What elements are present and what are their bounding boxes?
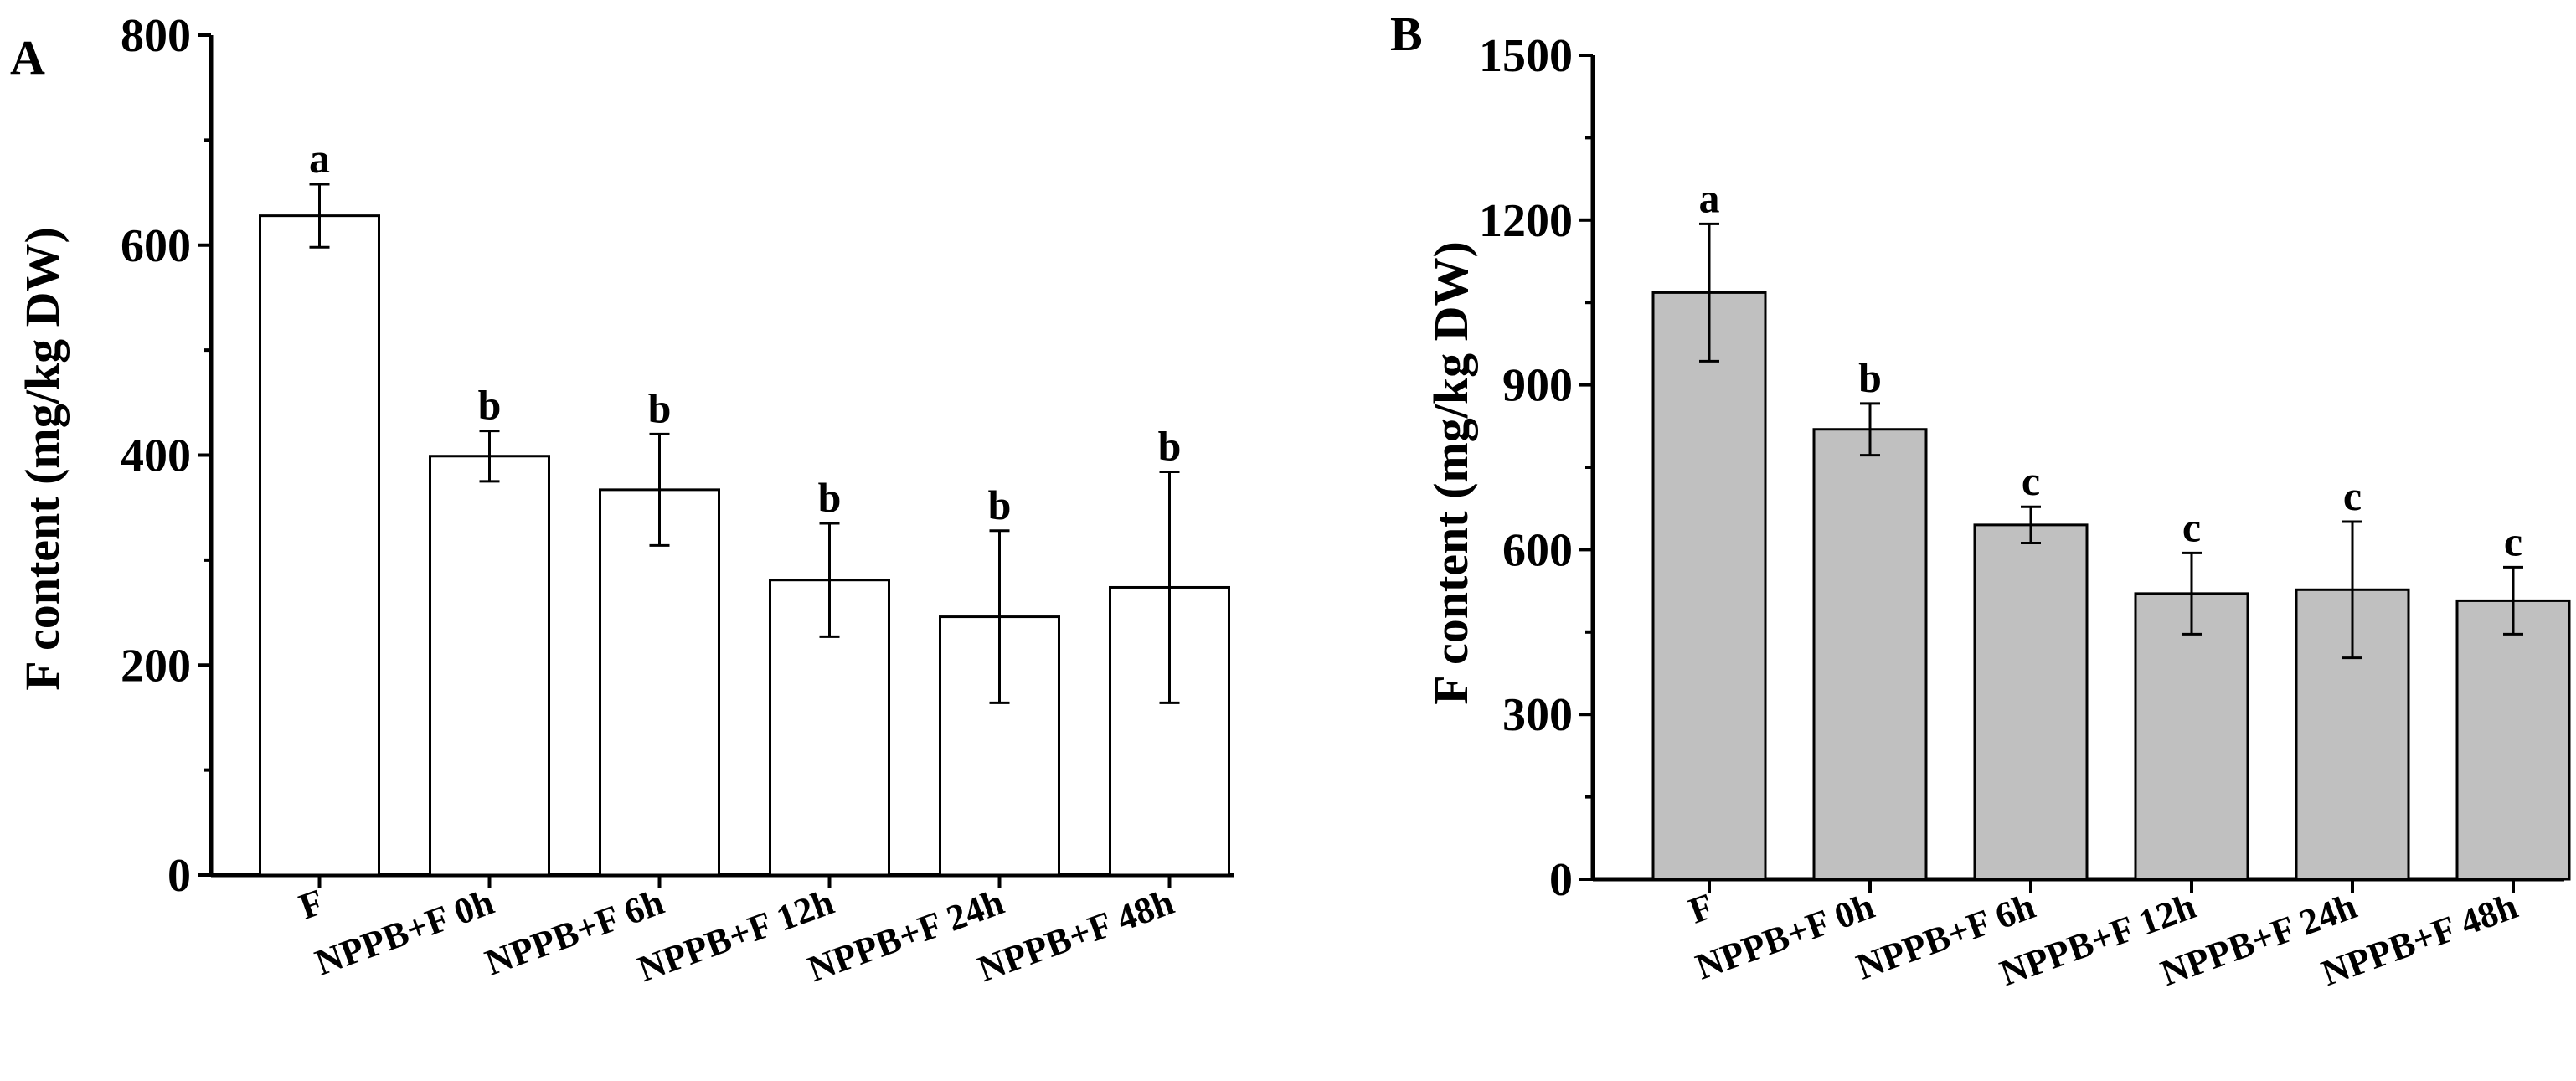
panel-a-bar xyxy=(599,488,720,877)
panel-b-error-bars xyxy=(1699,222,2523,660)
panel-a-significance-letters: a b b b b b xyxy=(309,135,1181,528)
panel-b-bar xyxy=(1973,523,2089,881)
panel-b-significance-letter: b xyxy=(1858,354,1882,401)
panel-b-y-tick-label: 600 xyxy=(1502,524,1573,576)
panel-a-x-tick-label: NPPB+F 12h xyxy=(632,881,839,990)
panel-b-bar xyxy=(1651,291,1767,881)
panel-b-bar xyxy=(2134,592,2249,881)
panel-a-significance-letter: b xyxy=(648,384,672,431)
panel-a-y-tick-label: 600 xyxy=(121,220,191,272)
panel-a-significance-letter: a xyxy=(309,135,330,182)
panel-a-y-tick-label: 400 xyxy=(121,430,191,482)
panel-b-x-tick-label: F xyxy=(1683,885,1718,931)
panel-a-bar xyxy=(259,214,380,877)
panel-b-y-axis-title: F content (mg/kg DW) xyxy=(1424,241,1478,705)
panel-b: B F content (mg/kg DW) 0 300 600 900 1200 150… xyxy=(1390,7,2571,994)
panel-b-bar xyxy=(1812,428,1928,881)
panel-b-label: B xyxy=(1390,7,1423,61)
panel-b-y-ticks xyxy=(1579,54,2515,893)
panel-b-x-tick-label: NPPB+F 0h xyxy=(1690,885,1879,987)
panel-a-x-tick-label: NPPB+F 48h xyxy=(972,881,1179,990)
panel-a-y-tick-label: 0 xyxy=(167,850,191,902)
panel-a-significance-letter: b xyxy=(818,474,842,521)
panel-b-y-tick-label: 1500 xyxy=(1479,30,1573,82)
panel-a-x-tick-label: NPPB+F 24h xyxy=(802,881,1009,990)
panel-b-bar xyxy=(2455,599,2571,881)
panel-a-bar xyxy=(429,455,550,877)
panel-a-y-tick-labels: 0 200 400 600 800 xyxy=(121,10,191,902)
panel-b-y-tick-label: 0 xyxy=(1549,854,1573,906)
panel-b-significance-letter: c xyxy=(2182,503,2201,550)
panel-a-y-tick-label: 200 xyxy=(121,640,191,692)
panel-b-y-tick-label: 1200 xyxy=(1479,195,1573,247)
panel-a-x-tick-label: F xyxy=(294,881,329,927)
panel-a: A F content (mg/kg DW) 0 200 400 600 800 a b b… xyxy=(10,10,1234,990)
panel-b-significance-letter: c xyxy=(2504,517,2522,564)
panel-a-bars xyxy=(259,214,1230,877)
panel-a-y-tick-label: 800 xyxy=(121,10,191,62)
panel-b-significance-letters: a b c c c c xyxy=(1699,174,2523,564)
panel-b-significance-letter: a xyxy=(1699,174,1720,221)
panel-b-y-tick-label: 900 xyxy=(1502,360,1573,412)
panel-b-significance-letter: c xyxy=(2022,457,2040,504)
panel-a-x-tick-label: NPPB+F 0h xyxy=(310,881,499,983)
panel-b-y-tick-labels: 0 300 600 900 1200 1500 xyxy=(1479,30,1573,906)
panel-a-label: A xyxy=(10,30,45,85)
panel-a-significance-letter: b xyxy=(988,481,1012,528)
panel-a-significance-letter: b xyxy=(1158,423,1182,470)
panel-a-y-ticks xyxy=(198,33,1172,888)
panel-b-y-tick-label: 300 xyxy=(1502,689,1573,741)
panel-a-y-axis-title: F content (mg/kg DW) xyxy=(15,227,70,691)
panel-a-significance-letter: b xyxy=(478,382,502,429)
panel-b-significance-letter: c xyxy=(2343,472,2362,519)
panel-b-bars xyxy=(1651,291,2571,881)
panel-a-error-bars xyxy=(309,183,1180,704)
